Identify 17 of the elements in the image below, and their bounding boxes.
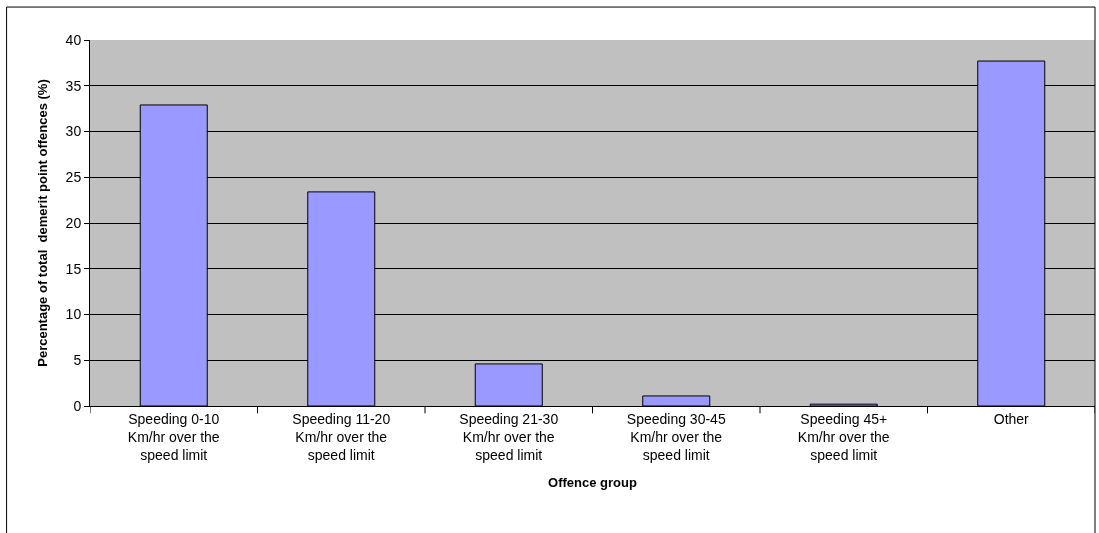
- y-tick-label: 25: [65, 169, 82, 186]
- y-tick-label: 5: [73, 352, 82, 369]
- x-tick-label: Other: [993, 410, 1030, 427]
- x-tick-label: Speeding 11-20 Km/hr over the speed limit: [292, 410, 391, 464]
- x-tick-label: Speeding 0-10 Km/hr over the speed limit: [127, 410, 220, 464]
- x-tick-label: Speeding 30-45 Km/hr over the speed limit: [626, 410, 726, 464]
- y-tick-label: 15: [65, 260, 82, 277]
- y-tick-label: 20: [65, 214, 82, 231]
- y-tick-label: 35: [65, 77, 82, 94]
- x-axis-title: Offence group: [548, 474, 637, 490]
- y-tick-label: 10: [65, 306, 82, 323]
- y-axis-title: Percentage of total demerit point offences (%): [34, 79, 50, 367]
- y-tick-label: 30: [65, 123, 82, 140]
- x-tick-label: Speeding 45+ Km/hr over the speed limit: [797, 410, 890, 464]
- y-tick-label: 0: [73, 397, 82, 414]
- x-tick-label: Speeding 21-30 Km/hr over the speed limit: [459, 410, 559, 464]
- y-tick-label: 40: [65, 31, 82, 48]
